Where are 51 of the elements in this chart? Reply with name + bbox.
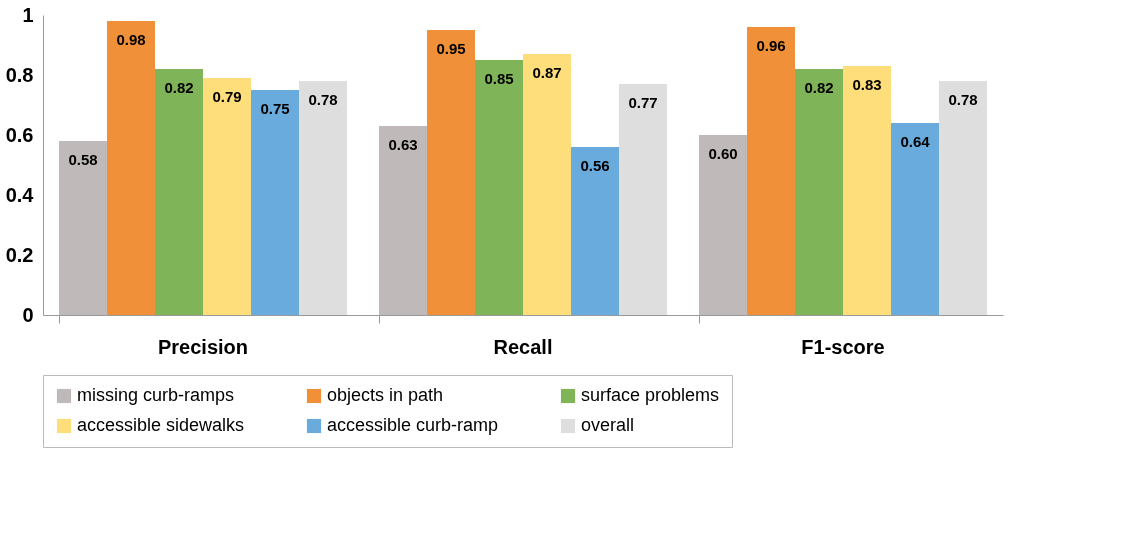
- data-label: 0.96: [756, 37, 786, 54]
- bar: [107, 21, 155, 315]
- bar: [939, 81, 987, 315]
- data-label: 0.79: [212, 88, 242, 105]
- y-tick-label: 0.6: [5, 123, 34, 146]
- bar: [891, 123, 939, 315]
- data-label: 0.87: [532, 64, 562, 81]
- bar: [299, 81, 347, 315]
- data-label: 0.75: [260, 100, 290, 117]
- legend-label: accessible sidewalks: [77, 415, 245, 435]
- data-label: 0.83: [852, 76, 882, 93]
- data-label: 0.63: [388, 136, 418, 153]
- legend-label: surface problems: [581, 385, 720, 405]
- data-label: 0.82: [164, 79, 194, 96]
- x-tick-label: F1-score: [801, 335, 885, 358]
- y-tick-label: 0.8: [5, 63, 34, 86]
- data-label: 0.98: [116, 31, 146, 48]
- y-tick-label: 1: [22, 3, 34, 26]
- data-label: 0.77: [628, 94, 658, 111]
- data-label: 0.78: [948, 91, 978, 108]
- data-label: 0.85: [484, 70, 514, 87]
- bar: [571, 147, 619, 315]
- bar: [203, 78, 251, 315]
- y-tick-label: 0.4: [5, 183, 35, 206]
- bar: [747, 27, 795, 315]
- legend-label: overall: [581, 415, 635, 435]
- bar: [795, 69, 843, 315]
- bar: [619, 84, 667, 315]
- data-label: 0.82: [804, 79, 834, 96]
- legend-label: missing curb-ramps: [77, 385, 235, 405]
- bar: [379, 126, 427, 315]
- bar: [155, 69, 203, 315]
- bar: [251, 90, 299, 315]
- y-tick-label: 0: [22, 303, 34, 326]
- x-tick-label: Recall: [493, 335, 553, 358]
- bar: [59, 141, 107, 315]
- bar: [699, 135, 747, 315]
- x-tick-label: Precision: [157, 335, 249, 358]
- bar: [475, 60, 523, 315]
- y-tick-label: 0.2: [5, 243, 34, 266]
- legend-label: objects in path: [327, 385, 444, 405]
- bar: [843, 66, 891, 315]
- legend-label: accessible curb-ramp: [327, 415, 499, 435]
- data-label: 0.95: [436, 40, 466, 57]
- data-label: 0.64: [900, 133, 931, 150]
- bar: [427, 30, 475, 315]
- bar: [523, 54, 571, 315]
- data-label: 0.60: [708, 145, 738, 162]
- data-label: 0.78: [308, 91, 338, 108]
- data-label: 0.58: [68, 151, 98, 168]
- data-label: 0.56: [580, 157, 610, 174]
